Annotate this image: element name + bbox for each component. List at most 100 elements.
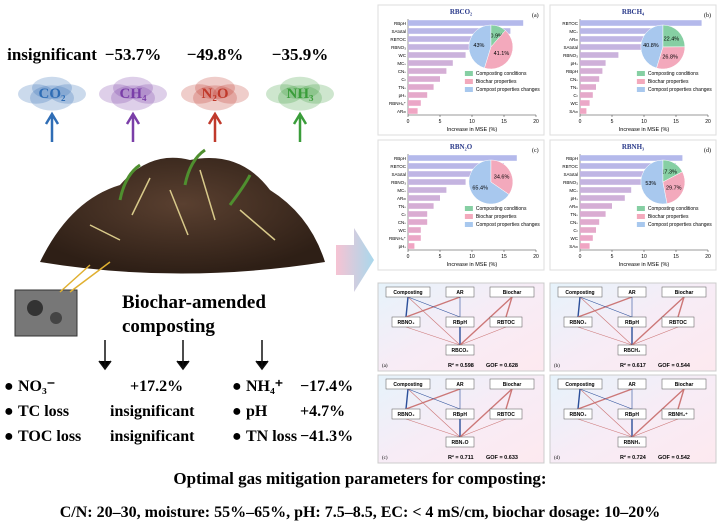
x-tick-label: 20 <box>533 119 539 125</box>
legend-swatch <box>464 206 473 211</box>
cloud-part <box>195 76 235 100</box>
bar <box>580 171 664 177</box>
bullet: ● <box>232 428 242 445</box>
bullet: ● <box>232 378 242 395</box>
bar <box>408 36 498 42</box>
feature-label: SAtotal <box>391 29 406 34</box>
panel-label: (c) <box>532 147 539 154</box>
cloud-part <box>193 85 237 111</box>
sem-node <box>563 408 593 420</box>
bar <box>408 235 421 241</box>
bar <box>408 20 524 26</box>
pie-slice <box>640 24 664 69</box>
gas-name: NH₃ <box>287 86 315 102</box>
chart-frame <box>377 139 545 271</box>
sem-node <box>557 378 603 390</box>
gas-cloud <box>99 76 167 111</box>
x-tick-label: 10 <box>641 254 647 260</box>
cloud-part <box>131 84 167 104</box>
bar <box>408 171 479 177</box>
flow-arrow <box>336 228 374 292</box>
down-arrows <box>98 340 269 371</box>
path-arrow <box>505 388 513 410</box>
sem-image <box>14 289 78 337</box>
feature-label: RBpH <box>394 21 406 26</box>
legend-label: Biochar properties <box>476 214 517 220</box>
sem-node <box>563 316 593 328</box>
path-arrow <box>407 296 461 346</box>
sem-node-label: RBpH <box>453 320 467 326</box>
effect-change: −17.4% <box>300 378 353 395</box>
sem-node <box>445 316 475 328</box>
feature-label: RBpH <box>566 69 578 74</box>
path-arrow <box>579 388 633 410</box>
bar <box>580 36 651 42</box>
feature-label: pHₛ <box>571 61 579 66</box>
path-arrow <box>407 388 461 410</box>
panel-label: (b) <box>704 12 711 19</box>
pie-label: 22.4% <box>664 36 680 42</box>
cloud-part <box>99 84 135 104</box>
legend-label: Biochar properties <box>476 79 517 85</box>
bar <box>580 179 644 185</box>
cloud-part <box>266 84 302 104</box>
feature-label: CNₛ <box>398 220 406 225</box>
feature-label: Cₜ <box>573 93 578 98</box>
path-arrow <box>407 388 461 438</box>
legend-label: Composting conditions <box>476 71 527 77</box>
bar <box>408 108 418 114</box>
sem-node <box>489 316 523 328</box>
pie-slice <box>468 24 492 69</box>
pie-slice <box>490 159 514 195</box>
footer-params: C/N: 20–30, moisture: 55%–65%, pH: 7.5–8… <box>60 504 661 521</box>
chart-frame <box>549 139 717 271</box>
x-tick-label: 15 <box>501 254 507 260</box>
sem-node <box>617 344 647 356</box>
feature-label: pHₛ <box>399 93 407 98</box>
effect-item: NH₄⁺ <box>246 378 283 395</box>
gas-change: −53.7% <box>105 45 161 64</box>
sem-node-label: RBpH <box>625 320 639 326</box>
chart-frame <box>377 4 545 136</box>
pie-label: 17.3% <box>661 170 677 176</box>
legend-swatch <box>636 71 645 76</box>
feature-label: pHₛ <box>399 244 407 249</box>
bar <box>580 28 657 34</box>
cloud-part <box>280 76 320 100</box>
path-arrow <box>579 296 633 318</box>
legend-swatch <box>464 79 473 84</box>
bar <box>408 219 428 225</box>
sem-node <box>617 408 647 420</box>
bar <box>580 155 683 161</box>
bar <box>408 243 415 249</box>
path-arrow <box>405 326 461 346</box>
pie-label: 40.8% <box>643 43 659 49</box>
bar <box>580 44 644 50</box>
legend-swatch <box>636 206 645 211</box>
cloud-part <box>50 84 86 104</box>
legend-label: Compost properties changes <box>476 222 540 228</box>
sem-node-label: RBTOC <box>497 412 515 418</box>
sem-node-label: AR <box>456 290 464 296</box>
gas-name: CH₄ <box>120 86 148 102</box>
compost-pile <box>40 157 325 274</box>
feature-label: CNₛ <box>570 220 578 225</box>
gas-cloud <box>18 76 86 111</box>
gas-change: insignificant <box>7 45 97 64</box>
feature-label: RBpH <box>394 156 406 161</box>
path-arrow <box>677 296 685 318</box>
feature-label: ARₘ <box>569 37 578 42</box>
x-tick-label: 10 <box>469 254 475 260</box>
feature-label: SAₘ <box>569 244 578 249</box>
feature-label: WC <box>571 236 579 241</box>
fit-gof: GOF = 0.542 <box>658 455 690 461</box>
bar <box>408 92 428 98</box>
sem-node <box>445 286 475 298</box>
x-tick-label: 15 <box>673 119 679 125</box>
sem-node <box>617 436 647 448</box>
effect-change: +17.2% <box>130 378 183 395</box>
fit-gof: GOF = 0.633 <box>486 455 518 461</box>
path-arrow <box>677 388 685 410</box>
bar <box>580 92 593 98</box>
bar <box>408 84 434 90</box>
